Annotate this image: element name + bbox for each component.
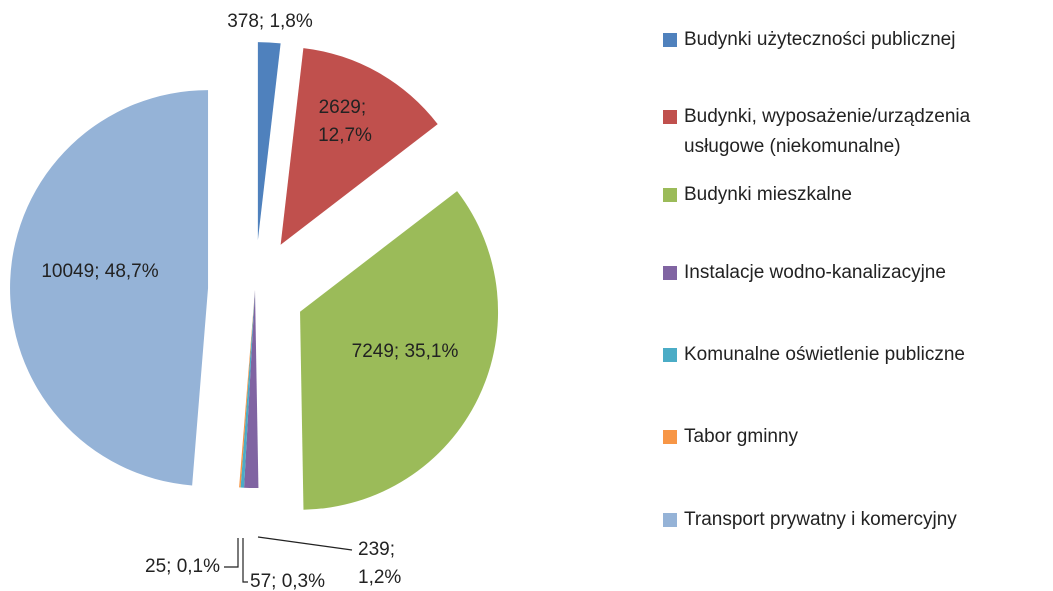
text-line: 1,2% — [358, 567, 401, 588]
data-label: 378; 1,8% — [227, 11, 313, 32]
text-line: 12,7% — [318, 125, 372, 146]
pie-slice — [239, 290, 255, 488]
legend-label: Tabor gminny — [684, 426, 799, 447]
text-line: usługowe (niekomunalne) — [684, 136, 901, 157]
legend-label: Instalacje wodno-kanalizacyjne — [684, 262, 946, 283]
legend-swatch — [663, 266, 677, 280]
data-label: 10049; 48,7% — [41, 261, 158, 282]
legend-label: Budynki, wyposażenie/urządzenia usługowe… — [684, 106, 976, 157]
pie-slice — [244, 290, 259, 488]
leader-line — [242, 538, 248, 583]
pie-slice — [240, 290, 255, 488]
data-label: 2629; 12,7% — [318, 97, 372, 146]
legend-swatch — [663, 110, 677, 124]
text-line: 239; — [358, 539, 400, 560]
pie-slice — [280, 48, 438, 245]
legend-swatch — [663, 513, 677, 527]
text-line: Budynki, wyposażenie/urządzenia — [684, 106, 976, 127]
pie-slice — [300, 191, 499, 510]
data-label: 25; 0,1% — [145, 556, 220, 577]
legend-label: Budynki mieszkalne — [684, 184, 852, 205]
leader-line — [224, 538, 239, 568]
data-label: 239; 1,2% — [358, 539, 401, 588]
legend-label: Komunalne oświetlenie publiczne — [684, 344, 965, 365]
legend-swatch — [663, 348, 677, 362]
data-label: 7249; 35,1% — [352, 341, 459, 362]
legend-swatch — [663, 188, 677, 202]
pie-slice — [257, 42, 281, 241]
pie-slice — [10, 90, 209, 486]
legend-label: Transport prywatny i komercyjny — [684, 509, 957, 530]
leader-line — [257, 536, 353, 551]
legend-swatch — [663, 430, 677, 444]
legend-swatch — [663, 33, 677, 47]
text-line: 2629; — [319, 97, 372, 118]
legend-label: Budynki użyteczności publicznej — [684, 29, 955, 50]
data-label: 57; 0,3% — [250, 571, 325, 591]
